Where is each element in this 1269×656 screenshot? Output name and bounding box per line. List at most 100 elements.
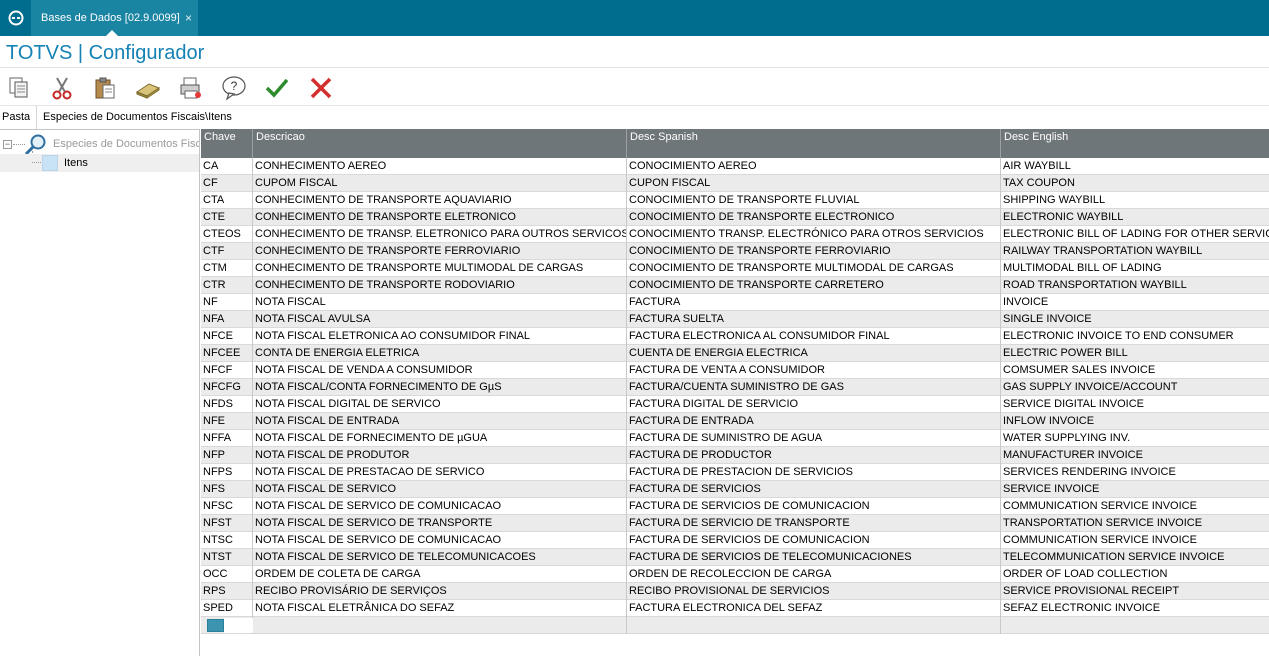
- cell-chave[interactable]: CTF: [201, 243, 253, 260]
- cell-desc-spanish[interactable]: FACTURA: [627, 294, 1001, 311]
- cell-desc-spanish[interactable]: FACTURA/CUENTA SUMINISTRO DE GAS: [627, 379, 1001, 396]
- cell-chave[interactable]: NFS: [201, 481, 253, 498]
- cell-descricao[interactable]: NOTA FISCAL AVULSA: [253, 311, 627, 328]
- cell-desc-spanish[interactable]: FACTURA DE SERVICIOS DE TELECOMUNICACION…: [627, 549, 1001, 566]
- cell-descricao[interactable]: ORDEM DE COLETA DE CARGA: [253, 566, 627, 583]
- cell-desc-english[interactable]: ELECTRIC POWER BILL: [1003, 347, 1128, 359]
- table-row[interactable]: NFDS NOTA FISCAL DIGITAL DE SERVICO FACTUR…: [201, 396, 1269, 413]
- totvs-logo-icon[interactable]: [0, 0, 31, 36]
- cell-chave[interactable]: NFCFG: [201, 379, 253, 396]
- table-row[interactable]: NFCEE CONTA DE ENERGIA ELETRICA CUENTA DE …: [201, 345, 1269, 362]
- cell-descricao[interactable]: NOTA FISCAL DE VENDA A CONSUMIDOR: [253, 362, 627, 379]
- table-row[interactable]: NFST NOTA FISCAL DE SERVICO DE TRANSPORTE…: [201, 515, 1269, 532]
- cell-desc-spanish[interactable]: CONOCIMIENTO TRANSP. ELECTRÓNICO PARA OT…: [627, 226, 1001, 243]
- cell-chave[interactable]: NFCEE: [201, 345, 253, 362]
- paste-button[interactable]: [90, 73, 120, 103]
- cell-chave[interactable]: SPED: [201, 600, 253, 617]
- table-row[interactable]: NFCF NOTA FISCAL DE VENDA A CONSUMIDOR FAC…: [201, 362, 1269, 379]
- cell-chave[interactable]: NFE: [201, 413, 253, 430]
- cell-desc-spanish[interactable]: CONOCIMIENTO DE TRANSPORTE CARRETERO: [627, 277, 1001, 294]
- cell-chave[interactable]: NTSC: [201, 532, 253, 549]
- new-record-row[interactable]: [201, 617, 1269, 634]
- cell-descricao[interactable]: CONHECIMENTO AEREO: [253, 158, 627, 175]
- cell-desc-spanish[interactable]: FACTURA ELECTRONICA AL CONSUMIDOR FINAL: [627, 328, 1001, 345]
- cell-desc-english[interactable]: SHIPPING WAYBILL: [1003, 194, 1106, 206]
- cell-desc-english[interactable]: MULTIMODAL BILL OF LADING: [1003, 262, 1162, 274]
- cell-chave[interactable]: NFCE: [201, 328, 253, 345]
- table-row[interactable]: CF CUPOM FISCAL CUPON FISCAL TAX COUPON: [201, 175, 1269, 192]
- cell-descricao[interactable]: NOTA FISCAL: [253, 294, 627, 311]
- cell-descricao[interactable]: CONHECIMENTO DE TRANSPORTE FERROVIARIO: [253, 243, 627, 260]
- empty-cell[interactable]: [1001, 617, 1269, 634]
- cell-chave[interactable]: CTA: [201, 192, 253, 209]
- cell-chave[interactable]: NFP: [201, 447, 253, 464]
- table-row[interactable]: RPS RECIBO PROVISÁRIO DE SERVIÇOS RECIBO P…: [201, 583, 1269, 600]
- tree-root-node[interactable]: − Especies de Documentos Fiscais: [3, 134, 199, 154]
- table-row[interactable]: NFSC NOTA FISCAL DE SERVICO DE COMUNICACA…: [201, 498, 1269, 515]
- cell-desc-english[interactable]: SERVICES RENDERING INVOICE: [1003, 466, 1176, 478]
- tab-close-icon[interactable]: ×: [184, 11, 192, 25]
- table-row[interactable]: CTF CONHECIMENTO DE TRANSPORTE FERROVIARI…: [201, 243, 1269, 260]
- cell-desc-spanish[interactable]: FACTURA DE SUMINISTRO DE AGUA: [627, 430, 1001, 447]
- cell-chave[interactable]: CA: [201, 158, 253, 175]
- cell-desc-english[interactable]: RAILWAY TRANSPORTATION WAYBILL: [1003, 245, 1203, 257]
- help-button[interactable]: ?: [219, 73, 249, 103]
- cell-chave[interactable]: NFPS: [201, 464, 253, 481]
- cell-descricao[interactable]: NOTA FISCAL DE ENTRADA: [253, 413, 627, 430]
- cell-desc-english[interactable]: SERVICE DIGITAL INVOICE: [1003, 398, 1144, 410]
- cell-descricao[interactable]: NOTA FISCAL DE FORNECIMENTO DE µGUA: [253, 430, 627, 447]
- cell-desc-english[interactable]: INVOICE: [1003, 296, 1049, 308]
- empty-cell[interactable]: [627, 617, 1001, 634]
- cell-desc-english[interactable]: SERVICE INVOICE: [1003, 483, 1100, 495]
- cell-chave[interactable]: RPS: [201, 583, 253, 600]
- cell-chave[interactable]: CTM: [201, 260, 253, 277]
- cell-descricao[interactable]: CONTA DE ENERGIA ELETRICA: [253, 345, 627, 362]
- cell-desc-english[interactable]: ROAD TRANSPORTATION WAYBILL: [1003, 279, 1187, 291]
- table-row[interactable]: CTA CONHECIMENTO DE TRANSPORTE AQUAVIARIO…: [201, 192, 1269, 209]
- cell-chave[interactable]: NFST: [201, 515, 253, 532]
- cell-chave[interactable]: NTST: [201, 549, 253, 566]
- cell-desc-english[interactable]: ORDER OF LOAD COLLECTION: [1003, 568, 1168, 580]
- cell-chave[interactable]: NFFA: [201, 430, 253, 447]
- cell-descricao[interactable]: RECIBO PROVISÁRIO DE SERVIÇOS: [253, 583, 627, 600]
- cell-desc-spanish[interactable]: FACTURA DE SERVICIOS: [627, 481, 1001, 498]
- tab-bases-de-dados[interactable]: Bases de Dados [02.9.0099] ×: [31, 0, 198, 37]
- table-row[interactable]: NFCE NOTA FISCAL ELETRONICA AO CONSUMIDOR…: [201, 328, 1269, 345]
- tree-item-itens[interactable]: Itens: [0, 154, 199, 172]
- cancel-button[interactable]: [306, 73, 336, 103]
- cell-descricao[interactable]: NOTA FISCAL DE PRESTACAO DE SERVICO: [253, 464, 627, 481]
- cell-desc-spanish[interactable]: FACTURA DE PRESTACION DE SERVICIOS: [627, 464, 1001, 481]
- cell-desc-english[interactable]: COMMUNICATION SERVICE INVOICE: [1003, 534, 1197, 546]
- table-row[interactable]: NFS NOTA FISCAL DE SERVICO FACTURA DE SERV…: [201, 481, 1269, 498]
- cell-desc-spanish[interactable]: CONOCIMIENTO DE TRANSPORTE FLUVIAL: [627, 192, 1001, 209]
- cell-descricao[interactable]: CONHECIMENTO DE TRANSPORTE AQUAVIARIO: [253, 192, 627, 209]
- table-row[interactable]: NFA NOTA FISCAL AVULSA FACTURA SUELTA SINGL…: [201, 311, 1269, 328]
- cell-descricao[interactable]: NOTA FISCAL ELETRÂNICA DO SEFAZ: [253, 600, 627, 617]
- cell-desc-spanish[interactable]: FACTURA DIGITAL DE SERVICIO: [627, 396, 1001, 413]
- cell-chave[interactable]: CTR: [201, 277, 253, 294]
- table-row[interactable]: NFFA NOTA FISCAL DE FORNECIMENTO DE µGUA F…: [201, 430, 1269, 447]
- cell-desc-spanish[interactable]: CONOCIMIENTO AEREO: [627, 158, 1001, 175]
- copy-button[interactable]: [4, 73, 34, 103]
- cell-descricao[interactable]: NOTA FISCAL DE PRODUTOR: [253, 447, 627, 464]
- cell-descricao[interactable]: CONHECIMENTO DE TRANSPORTE ELETRONICO: [253, 209, 627, 226]
- column-header-desc-spanish[interactable]: Desc Spanish: [627, 129, 1001, 158]
- cell-desc-english[interactable]: COMMUNICATION SERVICE INVOICE: [1003, 500, 1197, 512]
- table-row[interactable]: NFPS NOTA FISCAL DE PRESTACAO DE SERVICO F…: [201, 464, 1269, 481]
- cell-desc-english[interactable]: TELECOMMUNICATION SERVICE INVOICE: [1003, 551, 1225, 563]
- cell-desc-english[interactable]: WATER SUPPLYING INV.: [1003, 432, 1131, 444]
- cell-desc-spanish[interactable]: CUENTA DE ENERGIA ELECTRICA: [627, 345, 1001, 362]
- cell-descricao[interactable]: NOTA FISCAL DIGITAL DE SERVICO: [253, 396, 627, 413]
- cell-descricao[interactable]: NOTA FISCAL DE SERVICO DE COMUNICACAO: [253, 498, 627, 515]
- cell-desc-english[interactable]: MANUFACTURER INVOICE: [1003, 449, 1143, 461]
- cell-desc-english[interactable]: AIR WAYBILL: [1003, 160, 1071, 172]
- cell-desc-english[interactable]: INFLOW INVOICE: [1003, 415, 1095, 427]
- cell-chave[interactable]: NFCF: [201, 362, 253, 379]
- print-button[interactable]: [176, 73, 206, 103]
- table-row[interactable]: NFE NOTA FISCAL DE ENTRADA FACTURA DE ENTR…: [201, 413, 1269, 430]
- table-row[interactable]: NTST NOTA FISCAL DE SERVICO DE TELECOMUNI…: [201, 549, 1269, 566]
- cell-descricao[interactable]: CONHECIMENTO DE TRANSPORTE RODOVIARIO: [253, 277, 627, 294]
- cell-descricao[interactable]: NOTA FISCAL DE SERVICO: [253, 481, 627, 498]
- empty-cell[interactable]: [253, 617, 627, 634]
- cell-desc-spanish[interactable]: FACTURA DE SERVICIO DE TRANSPORTE: [627, 515, 1001, 532]
